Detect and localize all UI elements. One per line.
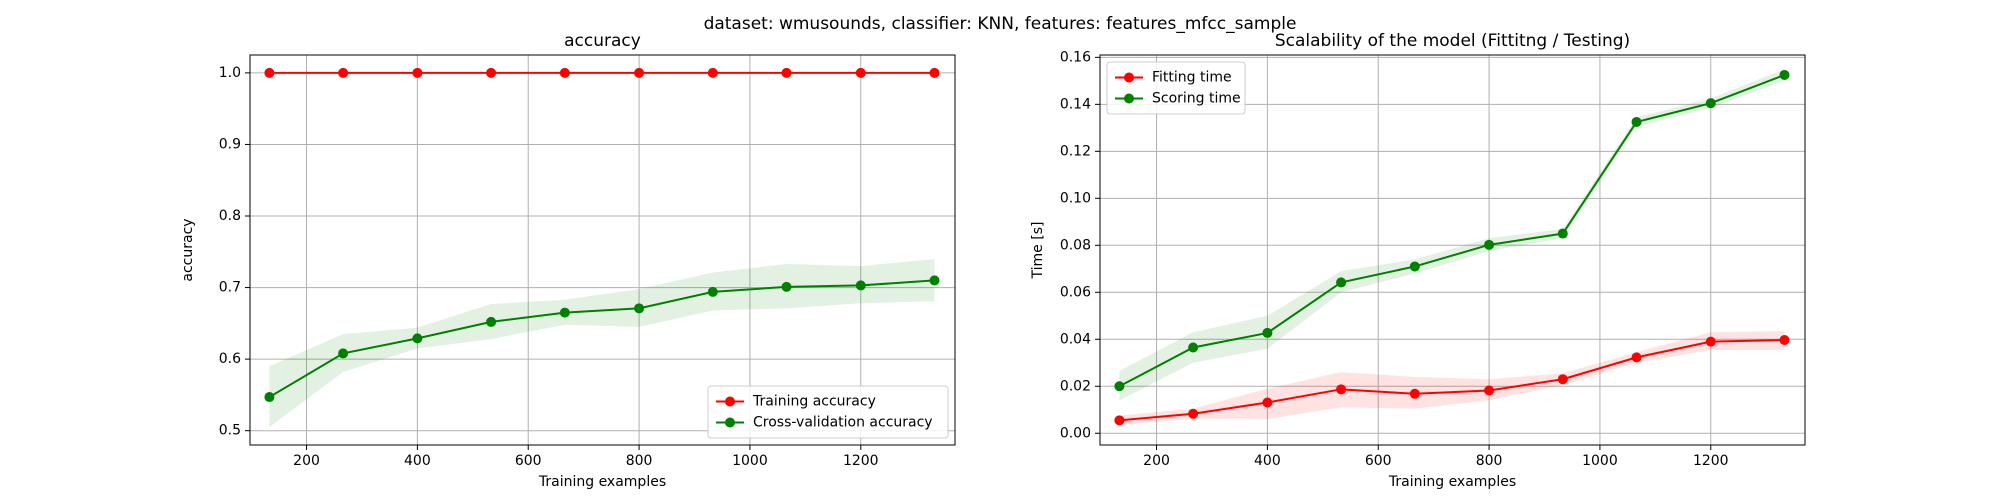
chart-1-series-0-point-9	[1779, 334, 1790, 345]
chart-1-ytick-label-2: 0.04	[1060, 331, 1091, 347]
chart-0-ytick-label-1: 0.6	[219, 351, 241, 367]
chart-0-series-0-point-9	[929, 67, 940, 78]
chart-1-legend-marker-0	[1124, 72, 1134, 83]
chart-1-series-1-point-6	[1557, 228, 1568, 239]
chart-1-series-1-point-1	[1188, 342, 1199, 353]
chart-0-series-1-point-5	[634, 303, 645, 314]
chart-0-title: accuracy	[564, 31, 641, 51]
chart-1-legend: Fitting time Scoring time	[1106, 61, 1246, 115]
chart-0-ytick-label-0: 0.5	[219, 423, 241, 439]
chart-0-legend-label-1: Cross-validation accuracy	[753, 415, 933, 431]
chart-1-ytick-label-7: 0.14	[1060, 96, 1091, 112]
chart-0-series-0-point-5	[634, 67, 645, 78]
chart-1-series-0-point-1	[1188, 408, 1199, 419]
chart-0-series-0-point-1	[338, 67, 349, 78]
chart-0-series-1-point-2	[412, 333, 423, 344]
chart-0-xtick-label-1: 400	[404, 453, 431, 469]
chart-1-series-0-point-8	[1705, 336, 1716, 347]
chart-0-series-0-point-7	[781, 67, 792, 78]
chart-1-xlabel: Training examples	[1388, 474, 1516, 490]
chart-1-ytick-label-0: 0.00	[1060, 425, 1091, 441]
chart-1-legend-box	[1106, 61, 1246, 115]
figure-suptitle: dataset: wmusounds, classifier: KNN, fea…	[704, 14, 1297, 34]
chart-1-xtick-label-2: 600	[1365, 453, 1392, 469]
chart-0-xlabel: Training examples	[538, 474, 666, 490]
chart-0-series-1-point-9	[929, 275, 940, 286]
chart-1-series-0-point-3	[1336, 384, 1347, 395]
chart-1-xtick-label-0: 200	[1143, 453, 1170, 469]
chart-1-series-0-point-7	[1631, 352, 1642, 363]
accuracy-chart-panel: 200 400 600 800 1000 1200 0.5 0.6 0.7 0.8 0.9 1.0 ac…	[180, 31, 956, 490]
chart-1-ytick-label-4: 0.08	[1060, 237, 1091, 253]
chart-0-series-0-point-3	[486, 67, 497, 78]
chart-0-series-1-point-3	[486, 316, 497, 327]
chart-1-xtick-label-4: 1000	[1582, 453, 1618, 469]
chart-0-series-1-point-0	[264, 392, 275, 403]
chart-1-ytick-label-1: 0.02	[1060, 378, 1091, 394]
chart-1-ytick-label-5: 0.10	[1060, 190, 1091, 206]
chart-0-ytick-label-4: 0.9	[219, 136, 241, 152]
chart-0-series-0-point-6	[707, 67, 718, 78]
chart-1-series-0-point-6	[1557, 374, 1568, 385]
chart-0-legend-marker-1	[725, 417, 735, 428]
chart-1-series-1-point-8	[1705, 98, 1716, 109]
chart-1-series-1-point-5	[1484, 239, 1495, 250]
chart-0-legend-box	[707, 385, 949, 439]
chart-1-title: Scalability of the model (Fittitng / Tes…	[1275, 31, 1630, 51]
chart-0-legend: Training accuracy Cross-validation accura…	[707, 385, 949, 439]
chart-1-legend-marker-1	[1124, 93, 1134, 104]
chart-1-ylabel: Time [s]	[1030, 222, 1046, 280]
chart-1-ytick-label-6: 0.12	[1060, 143, 1091, 159]
chart-0-ytick-label-5: 1.0	[219, 65, 241, 81]
chart-1-series-1-point-0	[1114, 381, 1125, 392]
chart-0-series-0-point-2	[412, 67, 423, 78]
chart-0-series-1-point-4	[559, 307, 570, 318]
chart-0-axes-frame	[249, 54, 956, 446]
chart-1-series-1-point-4	[1409, 261, 1420, 272]
chart-0-series-0-point-4	[559, 67, 570, 78]
scalability-chart-panel: 200 400 600 800 1000 1200 0.00 0.02 0.04 0.06 0.08…	[1030, 31, 1806, 490]
chart-0-ylabel: accuracy	[180, 218, 196, 281]
chart-0-series-1-line	[268, 279, 935, 398]
chart-1-xtick-label-1: 400	[1254, 453, 1281, 469]
chart-0-xtick-label-0: 200	[293, 453, 320, 469]
chart-0-series-0-point-8	[855, 67, 866, 78]
chart-0-xtick-label-5: 1200	[843, 453, 879, 469]
chart-1-ytick-label-3: 0.06	[1060, 284, 1091, 300]
chart-1-series-1-point-9	[1779, 69, 1790, 80]
chart-1-series-0-line	[1119, 338, 1785, 422]
chart-1-legend-label-0: Fitting time	[1152, 70, 1232, 86]
chart-0-xtick-label-4: 1000	[732, 453, 768, 469]
chart-0-ytick-label-2: 0.7	[219, 280, 241, 296]
chart-0-xtick-label-3: 800	[626, 453, 653, 469]
chart-1-series-1-point-7	[1631, 116, 1642, 127]
chart-1-xtick-label-5: 1200	[1693, 453, 1729, 469]
chart-0-series-1-point-8	[855, 280, 866, 291]
chart-1-axes-frame	[1099, 54, 1806, 446]
chart-0-series-1-point-1	[338, 348, 349, 359]
chart-0-series-1-point-7	[781, 281, 792, 292]
chart-0-series-0-point-0	[264, 67, 275, 78]
chart-1-series-0-point-2	[1262, 397, 1273, 408]
chart-0-xtick-label-2: 600	[515, 453, 542, 469]
chart-0-legend-label-0: Training accuracy	[752, 394, 876, 410]
chart-1-series-0-point-0	[1114, 415, 1125, 426]
chart-1-series-1-band	[1119, 69, 1785, 401]
chart-1-series-0-point-5	[1484, 385, 1495, 396]
chart-1-series-1-line	[1118, 74, 1785, 388]
chart-0-series-1-point-6	[707, 286, 718, 297]
chart-1-legend-label-1: Scoring time	[1152, 91, 1241, 107]
chart-1-series-1-point-2	[1262, 327, 1273, 338]
chart-0-ytick-label-3: 0.8	[219, 208, 241, 224]
chart-0-legend-marker-0	[725, 396, 735, 407]
chart-1-series-1-point-3	[1336, 277, 1347, 288]
chart-1-xtick-label-3: 800	[1476, 453, 1503, 469]
chart-1-ytick-label-8: 0.16	[1060, 49, 1091, 65]
chart-0-series-1-band	[269, 258, 935, 428]
chart-1-series-0-point-4	[1409, 388, 1420, 399]
chart-1-series-0-band	[1119, 331, 1785, 426]
